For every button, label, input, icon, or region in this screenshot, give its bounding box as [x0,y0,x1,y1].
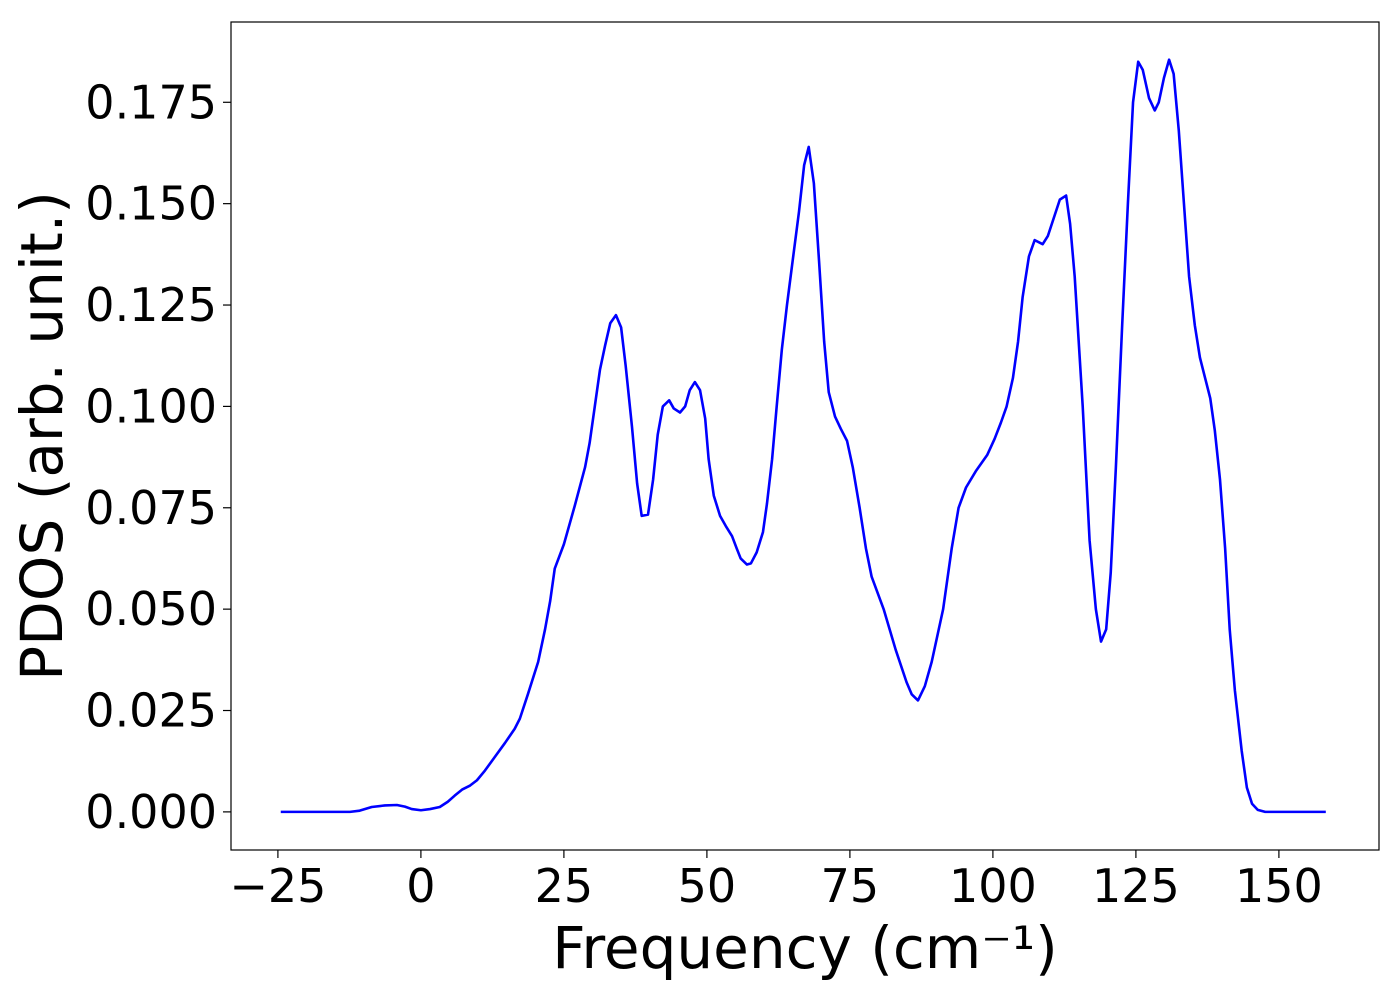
y-tick-label: 0.025 [85,684,217,738]
x-tick-label: 150 [1235,859,1323,913]
x-tick-label: 50 [678,859,737,913]
x-tick-label: 0 [406,859,435,913]
y-tick-label: 0.075 [85,481,217,535]
x-tick-label: 100 [949,859,1037,913]
y-tick-label: 0.150 [85,177,217,231]
y-tick-label: 0.000 [85,785,217,839]
y-tick-label: 0.050 [85,582,217,636]
y-axis-label: PDOS (arb. unit.) [8,191,76,681]
y-tick-label: 0.100 [85,379,217,433]
x-axis-label: Frequency (cm⁻¹) [552,914,1058,982]
plot-frame [230,21,1380,851]
x-tick-label: −25 [229,859,326,913]
x-tick-label: 75 [821,859,880,913]
x-tick-label: 125 [1092,859,1180,913]
y-tick-label: 0.125 [85,278,217,332]
x-tick-label: 25 [535,859,594,913]
pdos-line [280,58,1326,814]
y-tick-label: 0.175 [85,75,217,129]
